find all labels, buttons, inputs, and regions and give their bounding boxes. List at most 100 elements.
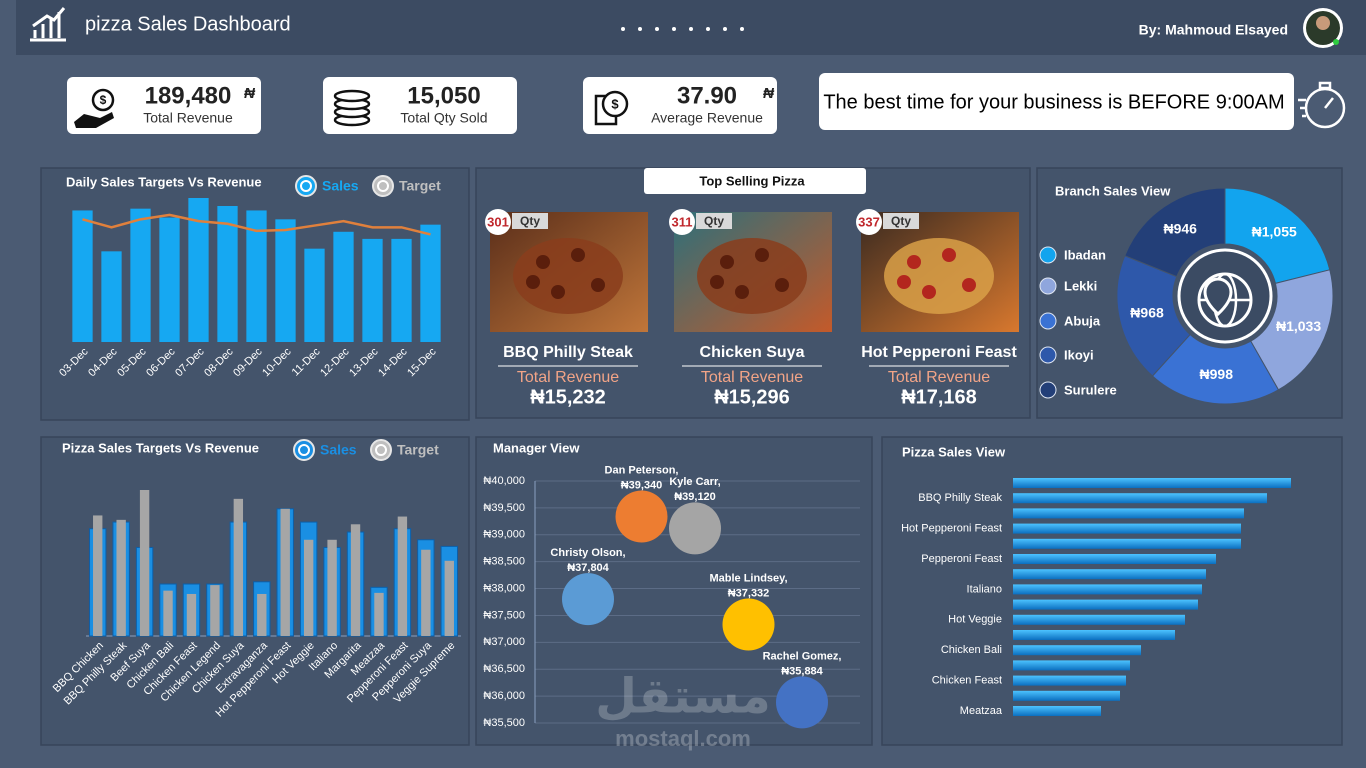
kpi-label: Total Revenue xyxy=(143,110,233,126)
y-tick-label: Chicken Bali xyxy=(941,644,1002,656)
legend-swatch xyxy=(293,439,315,461)
bar xyxy=(233,498,244,636)
legend-swatch-inner xyxy=(377,180,389,192)
qty-badge xyxy=(856,209,882,235)
qty-tag xyxy=(696,213,732,229)
data-label: ₦998 xyxy=(1200,366,1234,382)
message-card xyxy=(819,73,1294,130)
y-tick-label: ₦37,500 xyxy=(483,609,525,621)
y-tick-label: BBQ Philly Steak xyxy=(918,492,1002,504)
pizza-image-detail xyxy=(536,255,550,269)
qty-badge xyxy=(485,209,511,235)
donut-slice xyxy=(1224,187,1331,284)
qty-value: 337 xyxy=(858,214,880,229)
bar xyxy=(1013,508,1244,519)
donut-slice xyxy=(1151,333,1280,405)
bar xyxy=(1013,630,1175,640)
legend-swatch-inner xyxy=(300,180,312,192)
pizza-image-detail xyxy=(942,248,956,262)
revenue-value: ₦15,296 xyxy=(714,386,790,408)
pizza-name: BBQ Philly Steak xyxy=(503,344,633,361)
pizza-name: Chicken Suya xyxy=(700,344,805,361)
legend-label: Sales xyxy=(322,178,359,194)
bar xyxy=(210,585,220,636)
bar xyxy=(93,515,103,636)
pizza-name: Hot Pepperoni Feast xyxy=(861,344,1017,361)
legend-swatch xyxy=(1039,346,1057,364)
bar xyxy=(1013,614,1185,625)
bubble-name: Christy Olson, xyxy=(550,547,625,559)
legend-label: Abuja xyxy=(1064,313,1101,328)
bar xyxy=(280,508,290,636)
legend-swatch xyxy=(1039,312,1057,330)
kpi-card xyxy=(323,77,517,134)
y-tick-label: Hot Pepperoni Feast xyxy=(901,523,1002,535)
bar xyxy=(163,590,173,636)
bar xyxy=(303,539,314,636)
top-selling-title: Top Selling Pizza xyxy=(699,173,805,188)
bar xyxy=(1013,538,1241,549)
bubble xyxy=(615,490,668,543)
svg-text:$: $ xyxy=(100,93,107,107)
bubble xyxy=(562,573,614,626)
y-tick-label: ₦38,500 xyxy=(483,556,525,568)
qty-value: 311 xyxy=(672,214,693,229)
kpi-value: 15,050 xyxy=(407,82,480,109)
bubble-name: Kyle Carr, xyxy=(669,476,720,488)
legend-label: Ibadan xyxy=(1064,247,1106,262)
kpi-currency: ₦ xyxy=(763,85,775,102)
bar xyxy=(139,490,150,636)
revenue-value: ₦17,168 xyxy=(901,386,977,408)
bar xyxy=(246,210,267,342)
revenue-label: Total Revenue xyxy=(701,369,803,386)
logo-icon xyxy=(30,7,66,42)
bar xyxy=(275,219,296,342)
pizza-image-detail xyxy=(571,248,585,262)
bar xyxy=(1013,584,1202,595)
revenue-icon: $ xyxy=(74,88,115,128)
legend-swatch xyxy=(1039,246,1057,264)
data-label: ₦39,120 xyxy=(674,491,716,503)
svg-text:$: $ xyxy=(611,96,619,111)
qty-badge xyxy=(669,209,695,235)
qty-value: 301 xyxy=(487,214,509,229)
bar xyxy=(1013,569,1206,580)
donut-slice xyxy=(1250,269,1334,391)
kpi-value: 189,480 xyxy=(145,82,232,109)
bar xyxy=(188,198,209,342)
y-tick-label: Italiano xyxy=(967,583,1002,595)
y-tick-label: Chicken Feast xyxy=(932,675,1002,687)
y-tick-label: ₦37,000 xyxy=(483,636,525,648)
bar xyxy=(186,593,197,636)
data-label: ₦946 xyxy=(1163,220,1197,236)
y-tick-label: ₦39,000 xyxy=(483,529,525,541)
bar xyxy=(444,560,454,636)
pizza-image-detail xyxy=(551,285,565,299)
chart-title: Pizza Sales View xyxy=(902,444,1006,459)
bubble xyxy=(669,502,721,555)
stopwatch-icon xyxy=(1298,81,1346,129)
y-tick-label: Meatzaa xyxy=(960,705,1003,717)
bar xyxy=(72,210,93,342)
data-label: ₦39,340 xyxy=(621,479,663,491)
legend-swatch xyxy=(295,175,317,197)
y-tick-label: ₦38,000 xyxy=(483,582,525,594)
legend-label: Ikoyi xyxy=(1064,347,1094,362)
pizza-image-detail xyxy=(591,278,605,292)
y-tick-label: Pepperoni Feast xyxy=(921,553,1002,565)
qty-label: Qty xyxy=(891,214,911,228)
data-label: ₦1,033 xyxy=(1276,318,1321,334)
bar xyxy=(1013,645,1141,656)
bar xyxy=(159,217,180,342)
chart-title: Manager View xyxy=(493,440,580,455)
avatar-face xyxy=(1316,16,1330,30)
y-tick-label: ₦35,500 xyxy=(483,717,525,729)
watermark: mostaql.com xyxy=(615,726,751,751)
bar xyxy=(1013,706,1101,716)
donut-slice xyxy=(1124,187,1226,278)
bubble-name: Mable Lindsey, xyxy=(709,572,787,584)
header-dots xyxy=(621,27,744,31)
data-label: ₦37,332 xyxy=(728,587,770,599)
qty-icon xyxy=(333,89,371,127)
